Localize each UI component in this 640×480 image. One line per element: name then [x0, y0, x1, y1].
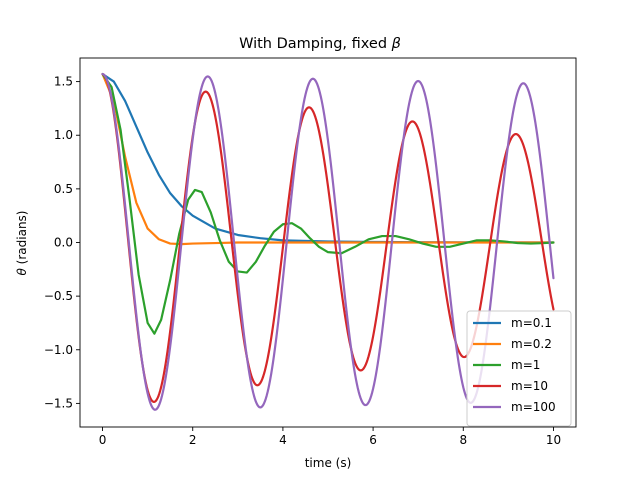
chart-title-symbol: β	[391, 36, 401, 52]
axes: 0 2 4 6 8 10 −1.5 −1.0 −0.5 0.0 0.5 1.0 1.5	[44, 57, 577, 447]
x-tick-label: 10	[546, 433, 561, 447]
y-axis-label-symbol: θ	[15, 267, 29, 275]
y-tick-label: 0.5	[54, 182, 73, 196]
legend-label: m=0.2	[511, 337, 552, 351]
chart-title-text: With Damping, fixed	[239, 36, 392, 52]
y-tick-label: 1.5	[54, 75, 73, 89]
x-tick-label: 0	[99, 433, 107, 447]
y-tick-label: −1.0	[44, 343, 73, 357]
x-tick-label: 8	[459, 433, 467, 447]
y-tick-label: 1.0	[54, 128, 73, 142]
x-axis-label: time (s)	[305, 456, 352, 470]
x-tick-label: 4	[279, 433, 287, 447]
legend: m=0.1 m=0.2 m=1 m=10 m=100	[466, 310, 572, 427]
legend-label: m=1	[511, 358, 540, 372]
legend-box	[466, 310, 572, 427]
series-line-3	[101, 72, 555, 335]
y-tick-label: −1.5	[44, 396, 73, 410]
legend-label: m=10	[511, 379, 548, 393]
x-tick-label: 6	[369, 433, 377, 447]
y-tick-label: −0.5	[44, 289, 73, 303]
y-tick-label: 0.0	[54, 236, 73, 250]
legend-label: m=100	[511, 400, 556, 414]
y-axis-label: θ (radians)	[15, 211, 29, 276]
chart-title: With Damping, fixed β	[239, 36, 401, 52]
y-axis-label-text: (radians)	[15, 211, 29, 269]
legend-label: m=0.1	[511, 316, 552, 330]
x-tick-label: 2	[189, 433, 197, 447]
series-line-2	[101, 72, 555, 246]
